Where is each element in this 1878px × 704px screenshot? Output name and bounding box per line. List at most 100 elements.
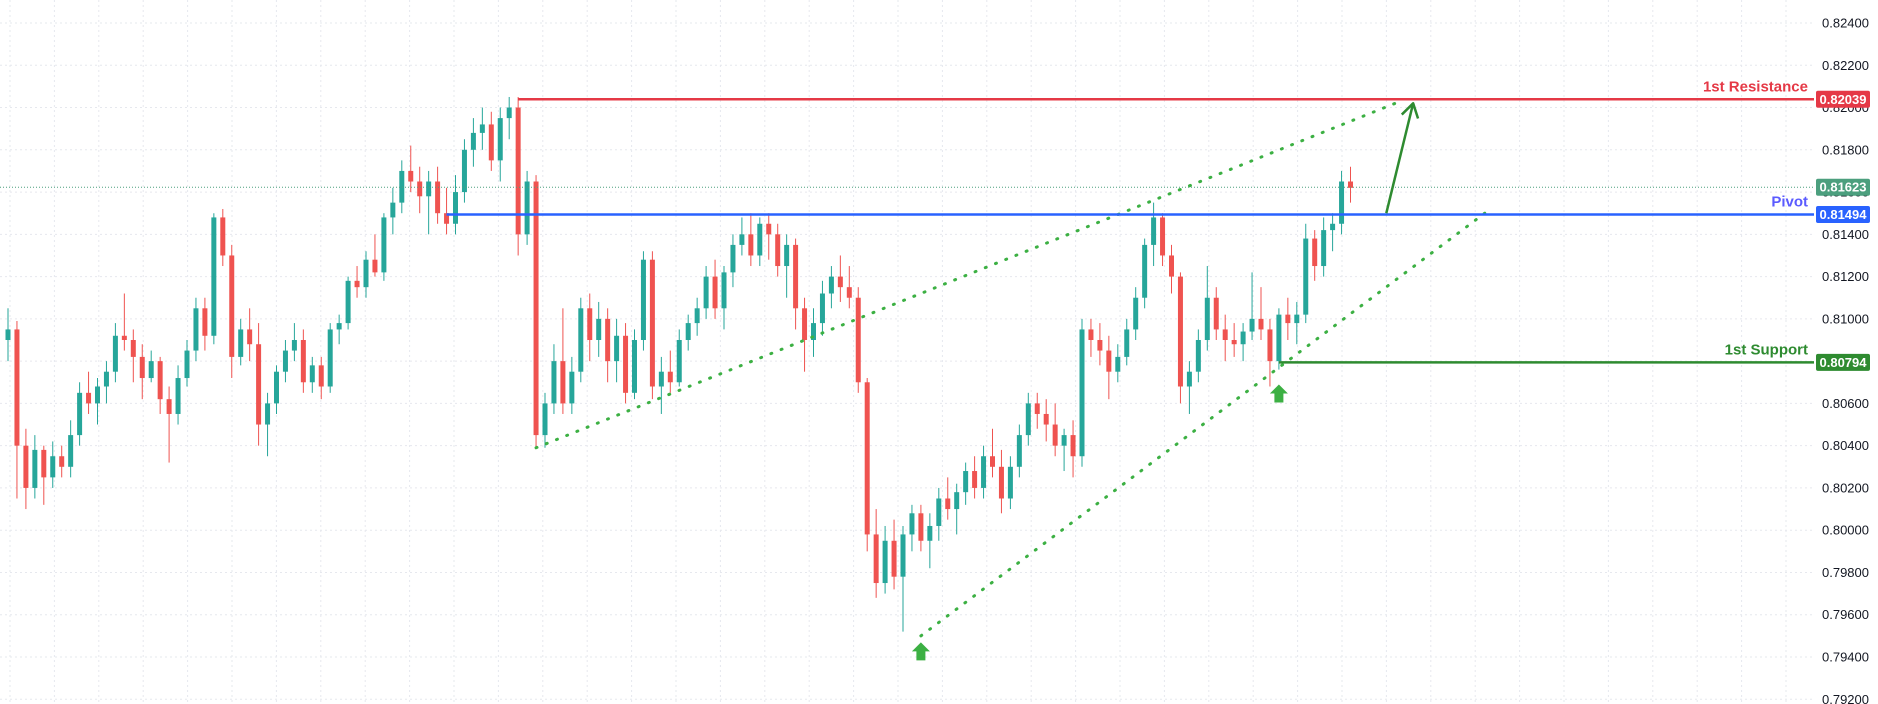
candle-body <box>309 365 315 383</box>
candle-body <box>1079 329 1085 457</box>
candle <box>345 276 351 330</box>
candle <box>873 509 879 598</box>
candle <box>1249 272 1255 340</box>
candle-body <box>587 308 593 340</box>
candle <box>954 483 960 535</box>
candle <box>748 213 754 267</box>
candle-body <box>139 356 145 379</box>
candle-body <box>1177 276 1183 387</box>
candle <box>1204 266 1210 351</box>
candle <box>1177 272 1183 404</box>
candle-body <box>86 392 92 404</box>
candle-body <box>533 181 539 436</box>
candle-body <box>900 534 906 577</box>
candle <box>846 266 852 309</box>
candle <box>184 340 190 387</box>
candle-body <box>354 280 360 288</box>
candle-body <box>121 335 127 340</box>
candle <box>757 217 763 267</box>
candle <box>444 187 450 235</box>
candle-body <box>5 329 11 340</box>
candle <box>739 217 745 256</box>
candle-body <box>1195 340 1201 372</box>
candle-body <box>408 170 414 182</box>
candle-body <box>1339 181 1345 224</box>
candle-body <box>166 399 172 414</box>
candle <box>5 308 11 362</box>
candle-body <box>855 297 861 383</box>
candle <box>426 170 432 235</box>
candle <box>372 234 378 277</box>
candle <box>587 293 593 362</box>
candle <box>712 259 718 319</box>
support-up-arrow-shape <box>1269 384 1288 403</box>
candle-body <box>936 498 942 526</box>
candle <box>972 456 978 499</box>
grid <box>0 0 1814 704</box>
candle <box>229 244 235 379</box>
candle <box>282 340 288 383</box>
candle-body <box>945 498 951 510</box>
y-tick-label: 0.80600 <box>1822 396 1869 411</box>
candle-body <box>229 255 235 357</box>
candle <box>963 462 969 505</box>
candle <box>524 170 530 245</box>
candle-body <box>990 456 995 467</box>
candle-body <box>103 371 109 387</box>
candle <box>864 378 870 552</box>
candle <box>855 287 861 393</box>
candle-body <box>721 272 727 309</box>
y-tick-label: 0.81000 <box>1822 311 1869 326</box>
candle <box>417 166 423 214</box>
candle <box>291 323 297 362</box>
candle-body <box>1160 217 1166 256</box>
candle <box>327 323 333 393</box>
candle-body <box>963 471 969 493</box>
candle-body <box>488 124 494 161</box>
y-tick-label: 0.80200 <box>1822 480 1869 495</box>
candle-body <box>846 287 852 298</box>
candle <box>59 445 65 478</box>
candle <box>605 308 611 383</box>
candle-body <box>1034 403 1040 414</box>
trendline-dotted <box>534 101 1397 450</box>
candle-body <box>1097 340 1103 351</box>
candle-body <box>775 234 781 267</box>
candle-body <box>175 378 181 414</box>
candle-body <box>363 259 369 288</box>
candle-body <box>569 371 575 404</box>
candle <box>336 314 342 345</box>
candle-body <box>157 361 163 400</box>
candle <box>667 350 673 393</box>
price-tag-background <box>1816 205 1870 223</box>
candle-body <box>694 308 700 324</box>
candle-body <box>658 371 664 387</box>
candle <box>542 392 548 448</box>
candle-body <box>712 276 718 309</box>
candle-body <box>515 107 521 235</box>
candle <box>354 266 360 298</box>
candle <box>1276 308 1282 370</box>
candle <box>1321 217 1327 277</box>
candle-body <box>1142 244 1148 298</box>
candle-body <box>1043 413 1049 425</box>
candle <box>318 356 324 400</box>
candle <box>1339 170 1345 235</box>
candle <box>479 107 485 150</box>
candle <box>819 280 825 336</box>
candle <box>596 301 602 357</box>
candle-body <box>972 471 978 488</box>
candle-body <box>68 435 74 467</box>
candle <box>1294 301 1300 345</box>
candle-body <box>202 308 208 336</box>
candle-body <box>981 456 987 488</box>
candle <box>1160 213 1166 267</box>
candle <box>784 234 790 298</box>
candle-body <box>220 217 226 256</box>
candle <box>103 361 109 404</box>
candle-body <box>542 403 548 436</box>
candle <box>435 166 441 224</box>
candle-body <box>1151 217 1157 245</box>
candle-body <box>184 350 190 379</box>
